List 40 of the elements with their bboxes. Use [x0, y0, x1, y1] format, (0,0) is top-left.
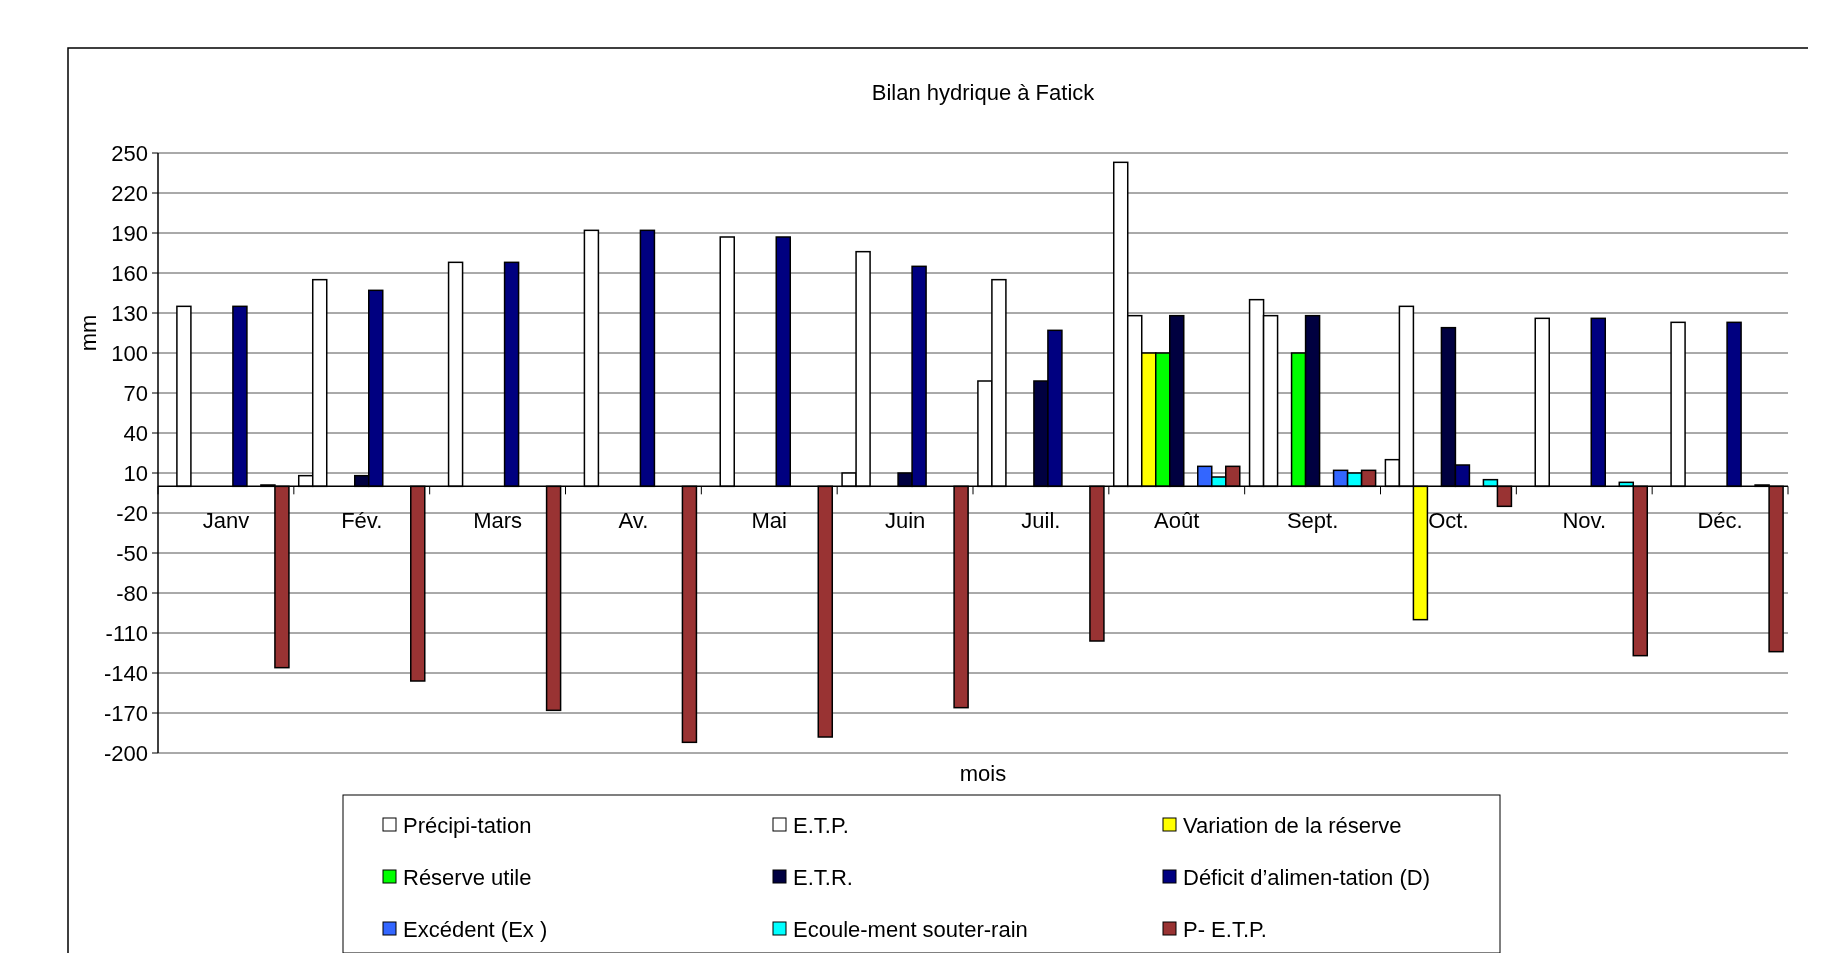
y-tick-label: -110 [105, 620, 148, 646]
legend-label: Excédent (Ex ) [403, 916, 548, 942]
x-tick-label: Fév. [341, 508, 383, 534]
x-axis-title: mois [959, 761, 1007, 786]
y-tick-label: -170 [103, 700, 148, 726]
y-tick-label: 100 [111, 340, 148, 366]
y-tick-label: 70 [123, 380, 148, 406]
chart-title: Bilan hydrique à Fatick [871, 80, 1096, 105]
x-tick-label: Nov. [1562, 508, 1607, 534]
legend-label: Déficit d’alimen-tation (D) [1183, 864, 1430, 890]
legend-label: P- E.T.P. [1183, 916, 1267, 942]
y-tick-label: 250 [111, 140, 148, 166]
legend-label: Ecoule-ment souter-rain [793, 916, 1028, 942]
x-tick-label: Janv [202, 508, 250, 534]
x-tick-label: Mars [473, 508, 523, 534]
x-tick-label: Oct. [1428, 508, 1469, 534]
legend-label: E.T.P. [793, 812, 849, 838]
x-tick-label: Déc. [1697, 508, 1743, 534]
y-tick-label: 40 [123, 420, 148, 446]
x-tick-label: Juin [884, 508, 926, 534]
y-tick-label: -80 [116, 580, 148, 606]
x-tick-label: Août [1154, 508, 1200, 534]
legend-label: Précipi-tation [403, 812, 532, 838]
legend-label: E.T.R. [793, 864, 853, 890]
legend-label: Variation de la réserve [1183, 812, 1402, 838]
y-tick-label: 190 [111, 220, 148, 246]
y-tick-label: -200 [103, 740, 148, 766]
x-tick-label: Av. [618, 508, 649, 534]
y-tick-label: 160 [111, 260, 148, 286]
y-tick-label: 220 [111, 180, 148, 206]
y-axis-title: mm [76, 314, 101, 352]
legend-label: Réserve utile [403, 864, 532, 890]
y-tick-label: 10 [123, 460, 148, 486]
x-tick-label: Sept. [1286, 508, 1339, 534]
x-tick-label: Mai [751, 508, 787, 534]
y-tick-label: -50 [116, 540, 148, 566]
y-tick-label: -20 [116, 500, 148, 526]
x-tick-label: Juil. [1021, 508, 1061, 534]
y-tick-label: 130 [111, 300, 148, 326]
y-tick-label: -140 [103, 660, 148, 686]
